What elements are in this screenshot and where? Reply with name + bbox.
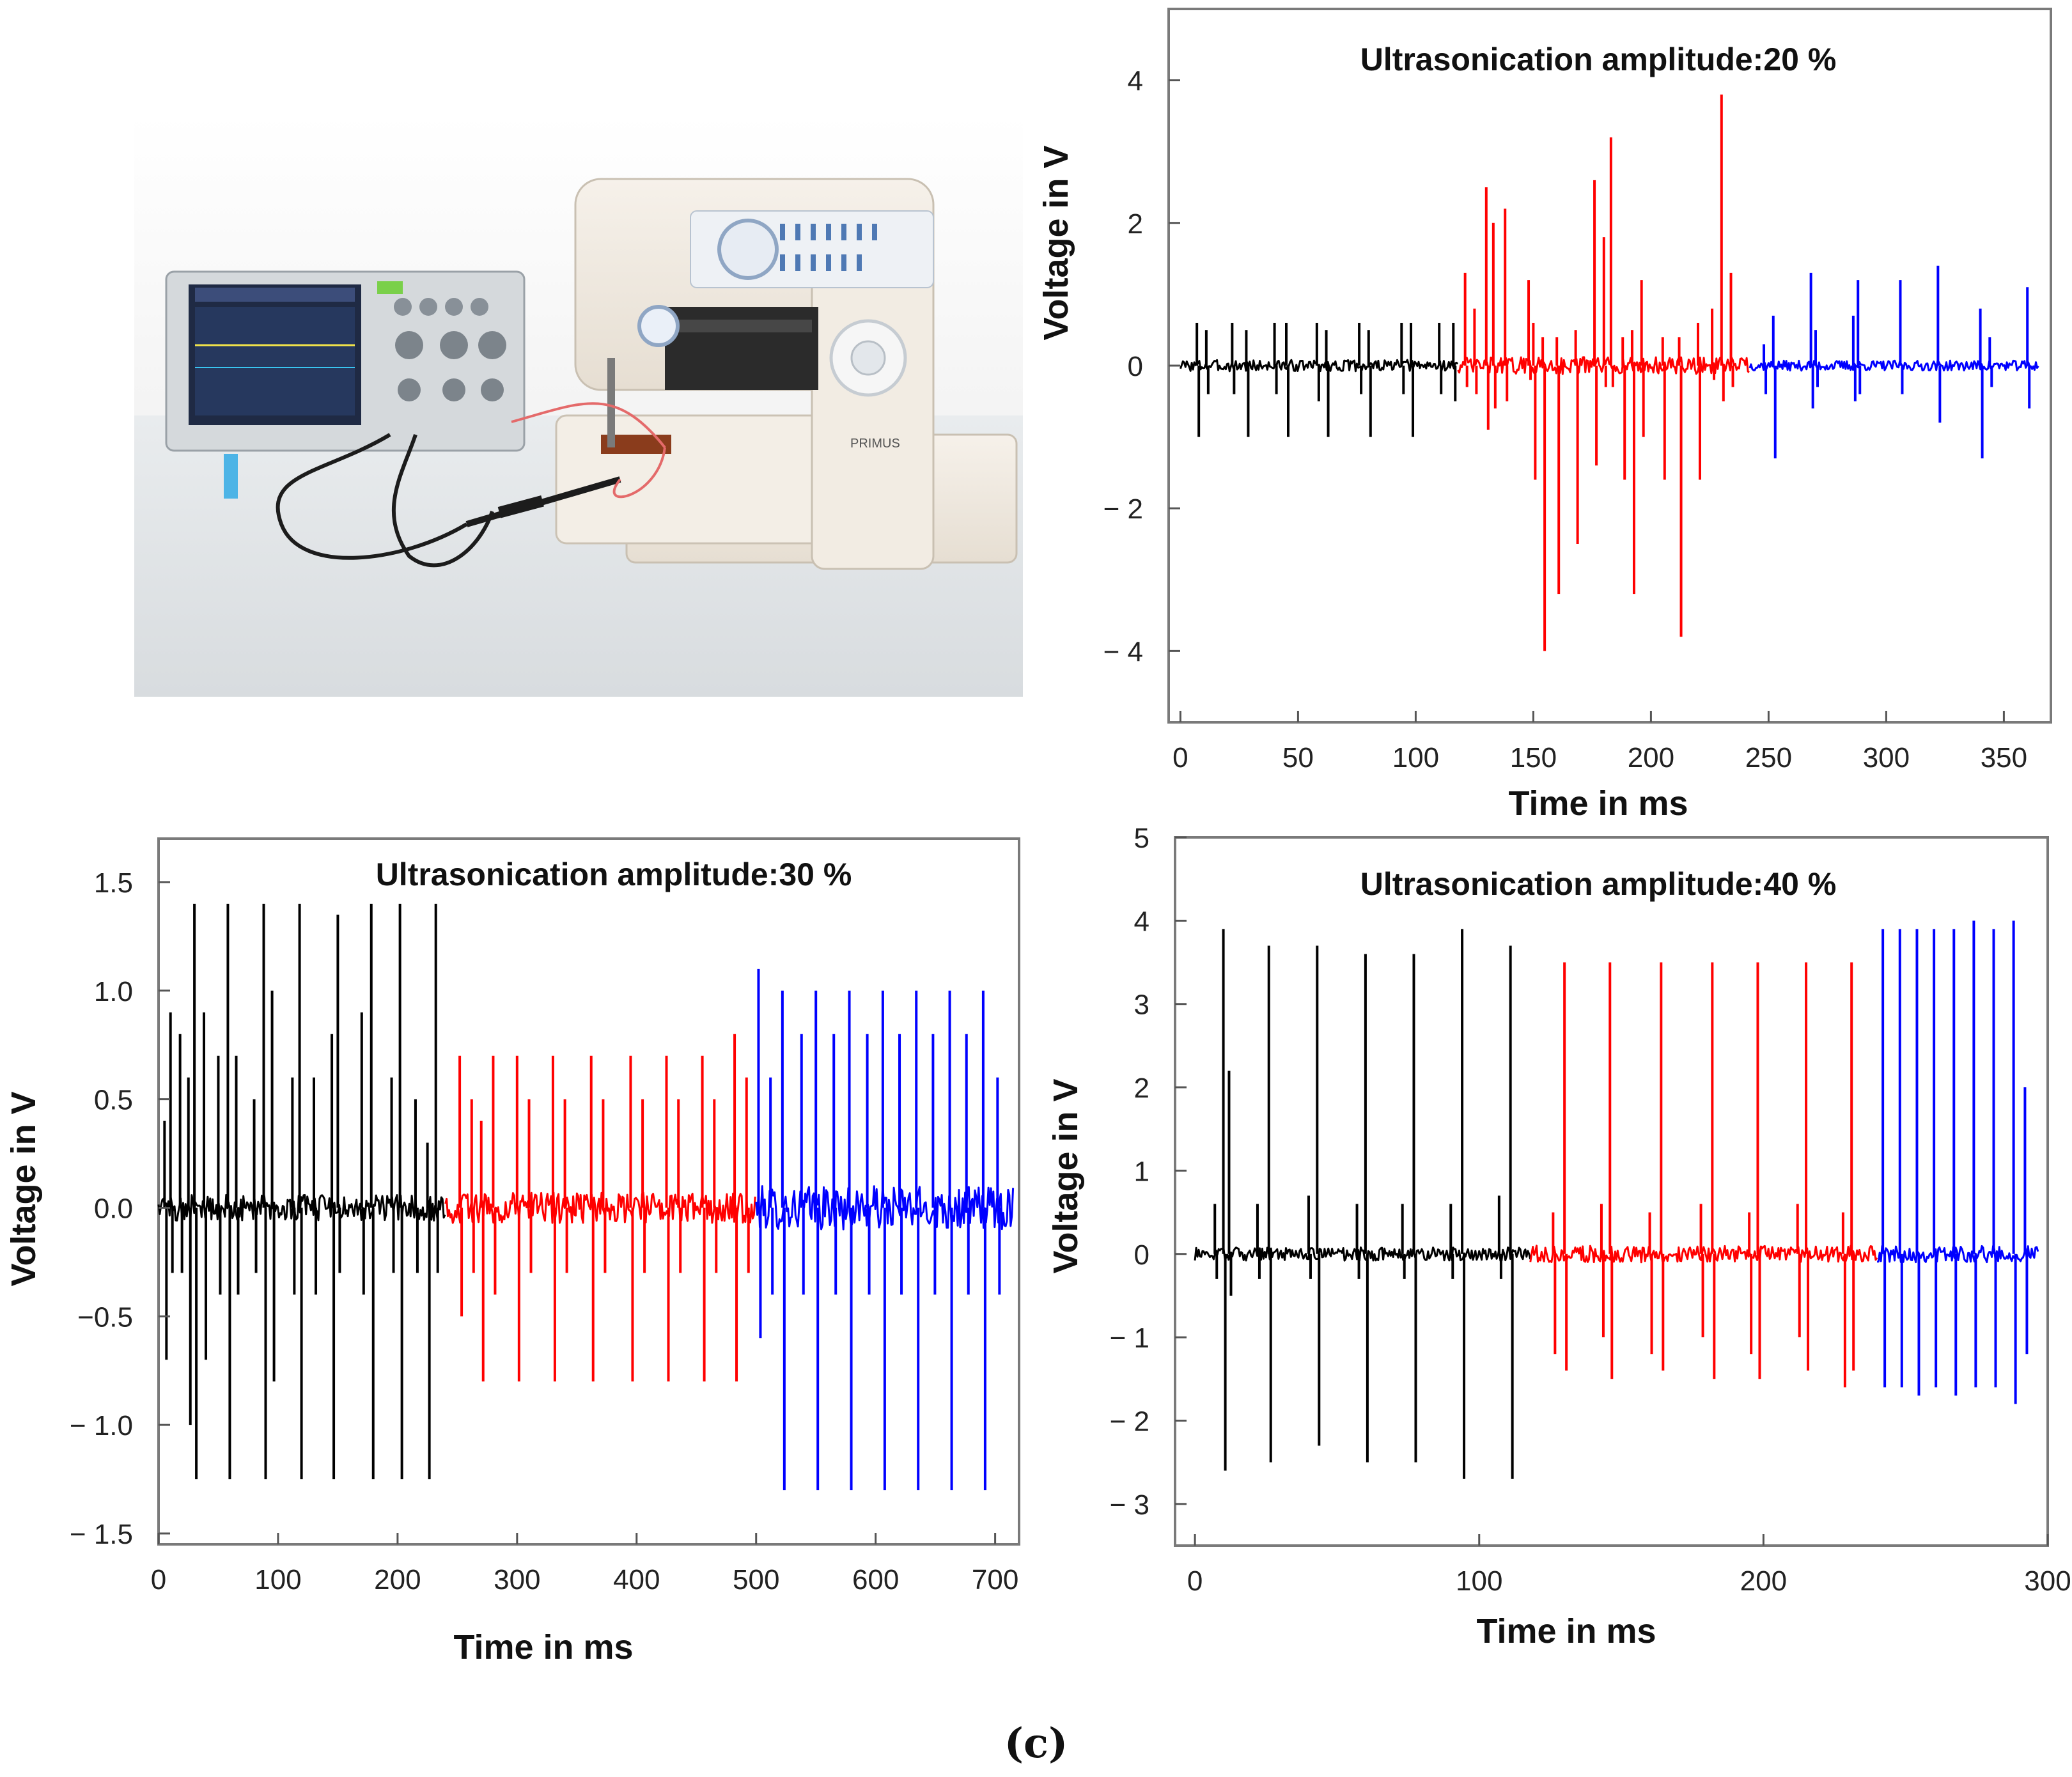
series-blue-baseline (1749, 359, 2039, 372)
y-tick-label: 0.5 (94, 1085, 133, 1116)
x-tick-label: 150 (1510, 742, 1557, 773)
series-black-baseline (1194, 1246, 1532, 1262)
y-tick-label: − 1.5 (70, 1519, 133, 1550)
chart-amplitude-40: − 3 − 2 − 1 0 1 2 3 4 5 0 100 200 300 Ultrasonicati… (1047, 823, 2071, 1650)
y-axis-label: Voltage in V (4, 1091, 43, 1286)
figure-caption: (c) (1004, 1719, 1068, 1767)
y-tick-label: − 2 (1103, 493, 1143, 525)
x-tick-label: 100 (1392, 742, 1439, 773)
y-axis-label: Voltage in V (1037, 145, 1075, 340)
y-axis-label: Voltage in V (1047, 1078, 1085, 1273)
x-tick-label: 50 (1282, 742, 1314, 773)
x-tick-label: 0 (151, 1564, 166, 1595)
x-tick-label: 300 (2024, 1565, 2071, 1597)
y-tick-label: 2 (1134, 1073, 1149, 1104)
chart-title: Ultrasonication amplitude:40 % (1360, 866, 1837, 902)
y-tick-label: − 2 (1110, 1406, 1149, 1437)
chart-amplitude-20: − 4 − 2 0 2 4 0 50 100 150 200 250 300 350 Ultrason… (1037, 8, 2052, 823)
x-tick-label: 700 (972, 1564, 1018, 1595)
y-tick-label: 0 (1134, 1239, 1149, 1271)
y-tick-label: − 4 (1103, 636, 1143, 667)
y-tick-label: − 3 (1110, 1489, 1149, 1521)
y-tick-label: 4 (1134, 906, 1149, 937)
x-axis-label: Time in ms (453, 1628, 633, 1666)
y-tick-label: 3 (1134, 989, 1149, 1021)
x-axis-label: Time in ms (1508, 784, 1688, 823)
plot-frame (1174, 836, 2049, 1547)
series-blue-baseline (1876, 1245, 2039, 1264)
y-tick-label: 1.5 (94, 867, 133, 899)
y-tick-label: − 1.0 (70, 1410, 133, 1441)
x-tick-label: 100 (254, 1564, 301, 1595)
x-tick-label: 200 (1740, 1565, 1787, 1597)
series-blue-baseline (755, 1185, 1015, 1230)
x-tick-label: 600 (852, 1564, 899, 1595)
x-tick-label: 300 (1863, 742, 1910, 773)
y-tick-label: −0.5 (77, 1301, 133, 1333)
series-red-baseline (444, 1191, 756, 1224)
y-tick-label: 4 (1128, 66, 1143, 97)
sewing-machine: PRIMUS (555, 178, 1018, 570)
setup-photo: PRIMUS (134, 115, 1023, 697)
y-tick-label: 5 (1134, 823, 1149, 854)
y-tick-label: 1.0 (94, 976, 133, 1007)
y-tick-label: 0 (1128, 351, 1143, 382)
oscilloscope (165, 270, 526, 499)
x-axis-label: Time in ms (1476, 1612, 1656, 1650)
x-tick-label: 250 (1745, 742, 1792, 773)
probe-cables (276, 402, 666, 568)
series-red-baseline (1529, 1245, 1878, 1264)
chart-title: Ultrasonication amplitude:30 % (376, 857, 852, 892)
x-tick-label: 200 (374, 1564, 421, 1595)
plot-frame (157, 837, 1020, 1546)
y-tick-label: − 1 (1110, 1323, 1149, 1354)
y-tick-label: 1 (1134, 1156, 1149, 1187)
x-tick-label: 0 (1187, 1565, 1203, 1597)
y-tick-label: 0.0 (94, 1193, 133, 1224)
x-tick-label: 0 (1172, 742, 1188, 773)
y-tick-label: 2 (1128, 208, 1143, 240)
x-tick-label: 350 (1981, 742, 2027, 773)
chart-title: Ultrasonication amplitude:20 % (1360, 42, 1837, 77)
x-tick-label: 300 (494, 1564, 540, 1595)
x-tick-label: 200 (1628, 742, 1674, 773)
machine-brand-label: PRIMUS (850, 437, 900, 451)
x-tick-label: 100 (1456, 1565, 1502, 1597)
chart-amplitude-30: − 1.5 − 1.0 −0.5 0.0 0.5 1.0 1.5 0 100 200 300 400… (4, 837, 1020, 1666)
x-tick-label: 500 (733, 1564, 779, 1595)
x-tick-label: 400 (613, 1564, 660, 1595)
